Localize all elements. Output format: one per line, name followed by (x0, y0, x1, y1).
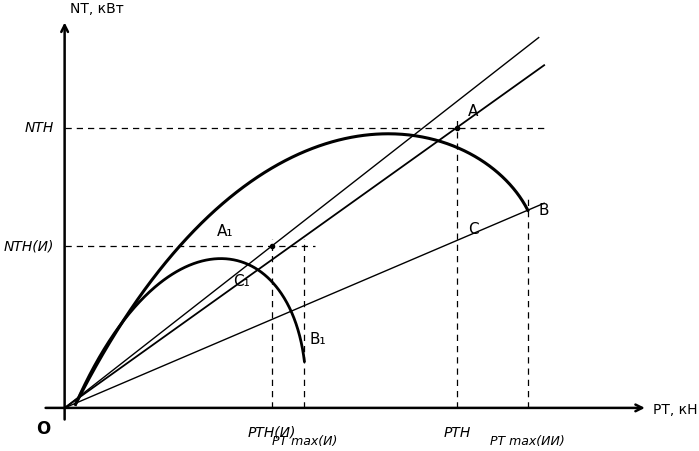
Text: B₁: B₁ (310, 332, 326, 347)
Text: C₁: C₁ (233, 274, 250, 289)
Text: NТ, кВт: NТ, кВт (70, 2, 124, 16)
Text: PТ, кН: PТ, кН (653, 403, 698, 417)
Text: NТН(И): NТН(И) (3, 239, 54, 253)
Text: B: B (539, 202, 549, 218)
Text: PТ max(И): PТ max(И) (272, 435, 337, 448)
Text: O: O (36, 420, 50, 438)
Text: NТН: NТН (24, 120, 54, 134)
Text: A: A (468, 104, 478, 119)
Text: PТ max(ИИ): PТ max(ИИ) (491, 435, 565, 448)
Text: C: C (468, 222, 479, 237)
Text: PТН(И): PТН(И) (247, 426, 296, 440)
Text: A₁: A₁ (217, 224, 233, 239)
Text: PТН: PТН (443, 426, 470, 440)
